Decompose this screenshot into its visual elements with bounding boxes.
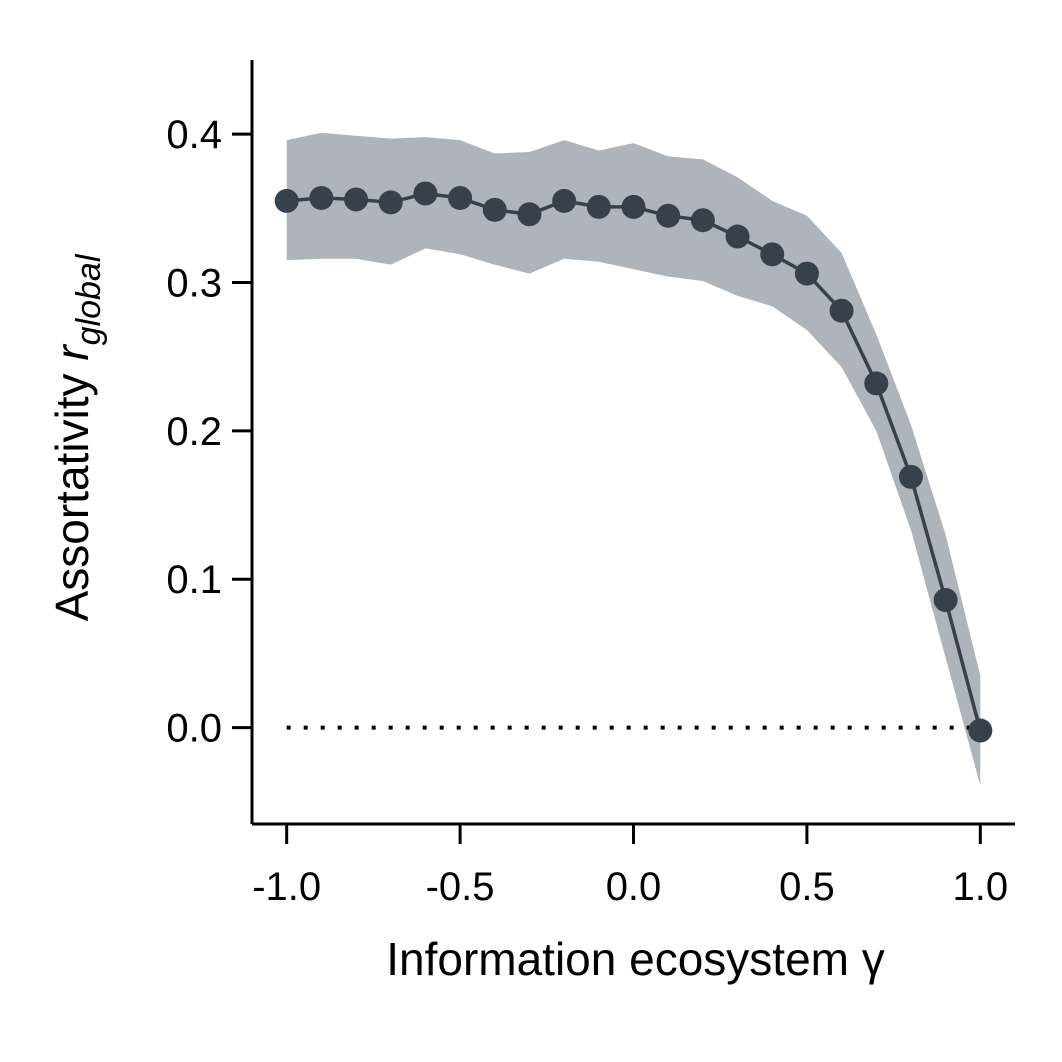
data-point xyxy=(552,188,577,213)
x-ticks: -1.0 -0.5 0.0 0.5 1.0 xyxy=(252,824,1008,909)
data-point xyxy=(482,197,507,222)
y-axis-label-subscript: global xyxy=(70,253,108,345)
data-point xyxy=(656,203,681,228)
data-point xyxy=(794,261,819,286)
data-point xyxy=(725,224,750,249)
series-line xyxy=(286,191,982,731)
data-point xyxy=(413,181,438,206)
data-point xyxy=(829,298,854,323)
data-point xyxy=(760,242,785,267)
data-point xyxy=(448,185,473,210)
confidence-band xyxy=(286,132,981,786)
data-point xyxy=(344,187,369,212)
data-point xyxy=(968,718,993,743)
data-point xyxy=(517,202,542,227)
data-point xyxy=(378,190,403,215)
x-tick-label: -0.5 xyxy=(426,865,495,909)
x-tick-label: 0.0 xyxy=(606,865,662,909)
x-axis-label: Information ecosystem γ xyxy=(386,933,885,985)
y-tick-label: 0.2 xyxy=(166,410,222,454)
x-tick-label: -1.0 xyxy=(252,865,321,909)
data-point xyxy=(586,194,611,219)
y-axis-label: Assortativity rglobal xyxy=(46,253,108,621)
y-tick-label: 0.4 xyxy=(166,113,222,157)
y-tick-label: 0.3 xyxy=(166,262,222,306)
data-point xyxy=(898,464,923,489)
y-axis-label-text: Assortativity xyxy=(46,373,98,621)
data-points xyxy=(274,181,993,743)
y-axis-label-symbol: r xyxy=(46,344,98,361)
data-point xyxy=(864,371,889,396)
data-point xyxy=(933,587,958,612)
data-point xyxy=(309,185,334,210)
x-tick-label: 0.5 xyxy=(779,865,835,909)
data-point xyxy=(690,208,715,233)
y-tick-label: 0.1 xyxy=(166,558,222,602)
y-ticks: 0.0 0.1 0.2 0.3 0.4 xyxy=(166,113,252,751)
y-tick-label: 0.0 xyxy=(166,707,222,751)
x-tick-label: 1.0 xyxy=(953,865,1009,909)
data-point xyxy=(274,188,299,213)
data-point xyxy=(621,194,646,219)
